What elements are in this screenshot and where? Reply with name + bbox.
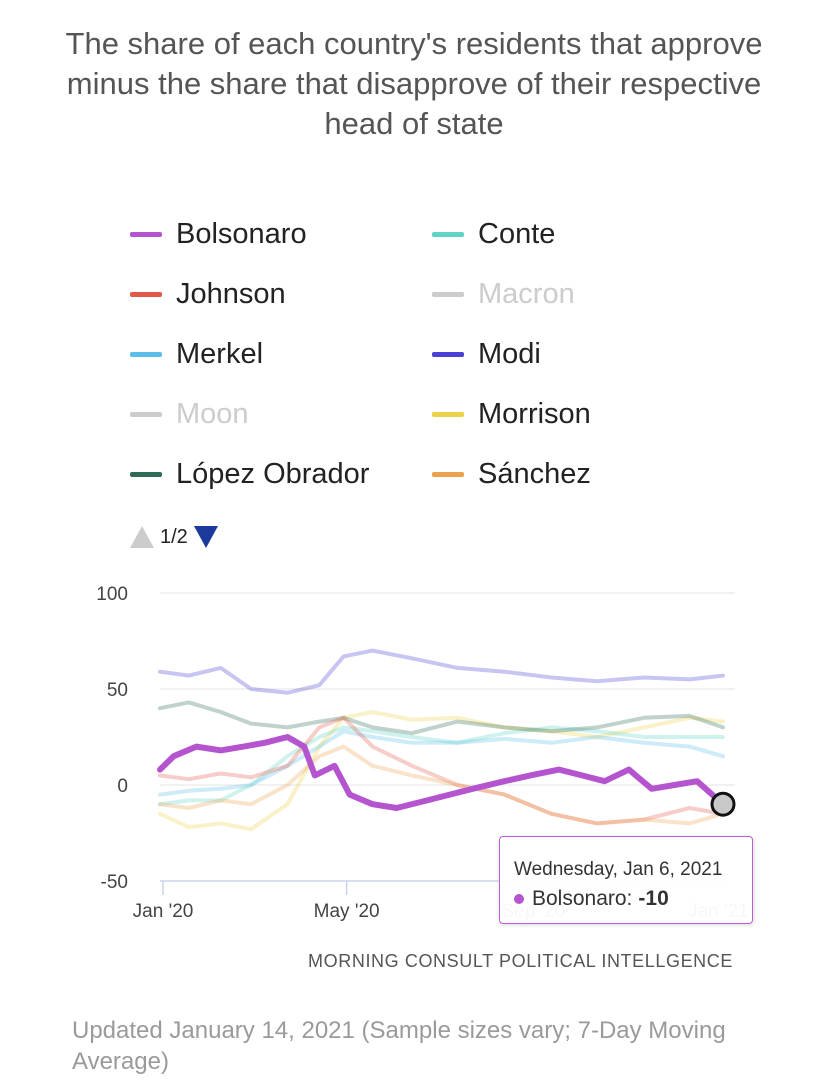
legend-item-modi[interactable]: Modi — [432, 334, 541, 374]
legend-label: Modi — [478, 337, 541, 370]
hover-marker — [710, 791, 736, 817]
legend-label: Macron — [478, 277, 575, 310]
legend-swatch — [432, 411, 464, 417]
source-credit: MORNING CONSULT POLITICAL INTELLGENCE — [308, 951, 733, 971]
series-line-bolsonaro — [157, 734, 726, 811]
legend-label: Conte — [478, 217, 556, 250]
series-line-conte — [158, 725, 725, 807]
x-tick-label: May '20 — [314, 901, 380, 922]
tooltip-date: Wednesday, Jan 6, 2021 — [514, 859, 723, 880]
legend-item-lopez-obrador[interactable]: López Obrador — [130, 454, 369, 494]
chart-title: The share of each country's residents th… — [65, 26, 763, 141]
y-tick-label: 100 — [96, 584, 128, 605]
series-line-s-nchez — [158, 744, 725, 826]
legend-label: Morrison — [478, 397, 591, 430]
legend-item-conte[interactable]: Conte — [432, 214, 555, 254]
legend-item-johnson[interactable]: Johnson — [130, 274, 286, 314]
series-line-modi — [158, 648, 725, 695]
page-up-arrow-icon[interactable] — [130, 526, 154, 548]
y-tick-label: 50 — [107, 680, 128, 701]
hover-point — [710, 791, 736, 817]
legend-swatch — [432, 351, 464, 357]
x-tick-label: Jan '20 — [133, 901, 194, 922]
legend-swatch — [432, 291, 464, 297]
y-axis-labels: 100 50 0 -50 — [96, 584, 128, 893]
legend-swatch — [130, 351, 162, 357]
legend-item-sanchez[interactable]: Sánchez — [432, 454, 591, 494]
legend-label: Johnson — [176, 277, 286, 310]
tooltip-series-dot — [514, 894, 524, 904]
legend-swatch — [130, 231, 162, 237]
legend-pager: 1/2 — [130, 522, 218, 552]
legend-swatch — [130, 411, 162, 417]
tooltip-series-label: Bolsonaro: — [532, 887, 633, 910]
legend-item-morrison[interactable]: Morrison — [432, 394, 591, 434]
series-line-merkel — [158, 729, 725, 797]
series-line-morrison — [158, 710, 725, 832]
legend-label: Merkel — [176, 337, 264, 370]
legend-label: Sánchez — [478, 457, 591, 490]
legend-swatch — [432, 471, 464, 477]
page-down-arrow-icon[interactable] — [193, 526, 218, 548]
series-line-l-pez-obrador — [158, 700, 725, 736]
legend-label: López Obrador — [176, 457, 370, 490]
legend-swatch — [130, 471, 162, 477]
series-lines — [157, 648, 726, 832]
legend-item-moon[interactable]: Moon — [130, 394, 249, 434]
tooltip-value: -10 — [638, 887, 669, 910]
legend-swatch — [130, 291, 162, 297]
legend-label: Moon — [176, 397, 249, 430]
y-tick-label: 0 — [117, 776, 128, 797]
legend-label: Bolsonaro — [176, 217, 307, 250]
page-indicator: 1/2 — [160, 525, 188, 548]
tooltip-row: Bolsonaro: -10 — [514, 887, 669, 911]
update-note: Updated January 14, 2021 (Sample sizes v… — [72, 1017, 726, 1075]
series-line-johnson — [158, 715, 725, 826]
legend-item-merkel[interactable]: Merkel — [130, 334, 263, 374]
legend-item-macron[interactable]: Macron — [432, 274, 575, 314]
legend-item-bolsonaro[interactable]: Bolsonaro — [130, 214, 307, 254]
chart-tooltip: Wednesday, Jan 6, 2021 Bolsonaro: -10 — [499, 836, 753, 924]
legend-swatch — [432, 231, 464, 237]
y-tick-label: -50 — [101, 872, 128, 893]
